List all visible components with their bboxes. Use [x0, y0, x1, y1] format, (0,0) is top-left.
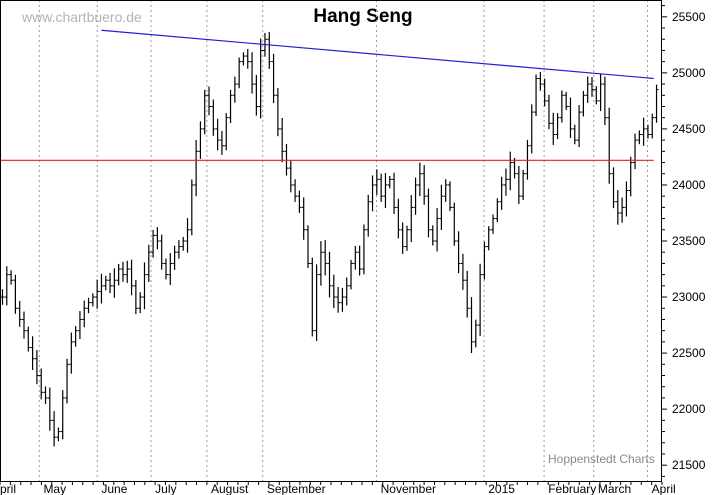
x-tick-label: February — [548, 482, 596, 495]
y-tick-label: 22500 — [672, 346, 706, 360]
x-tick-label: March — [598, 482, 631, 495]
x-tick-label: April — [652, 482, 676, 495]
y-tick-label: 22000 — [672, 402, 706, 416]
trend-lines — [0, 29, 654, 161]
x-tick-label: September — [267, 482, 326, 495]
y-tick-label: 25000 — [672, 66, 706, 80]
chart-title: Hang Seng — [313, 6, 413, 27]
credit-label: Hoppenstedt Charts — [548, 452, 655, 466]
x-tick-label: 2015 — [488, 482, 515, 495]
y-tick-label: 23500 — [672, 234, 706, 248]
y-tick-label: 24000 — [672, 178, 706, 192]
x-tick-label: November — [381, 482, 436, 495]
x-tick-label: July — [155, 482, 176, 495]
ohlc-bars — [0, 31, 659, 447]
y-tick-label: 24500 — [672, 122, 706, 136]
grid-layer — [38, 0, 649, 482]
x-tick-label: August — [211, 482, 249, 495]
y-tick-label: 23000 — [672, 290, 706, 304]
x-tick-label: May — [43, 482, 66, 495]
watermark: www.chartbuero.de — [22, 9, 142, 25]
x-tick-label: June — [101, 482, 127, 495]
y-tick-label: 21500 — [672, 458, 706, 472]
resistance-line — [101, 29, 654, 80]
plot-frame — [0, 0, 662, 482]
axes: 21500 22000 22500 23000 23500 24000 24500 25000… — [0, 0, 706, 495]
x-tick-label: pril — [0, 482, 16, 495]
y-tick-label: 25500 — [672, 10, 706, 24]
